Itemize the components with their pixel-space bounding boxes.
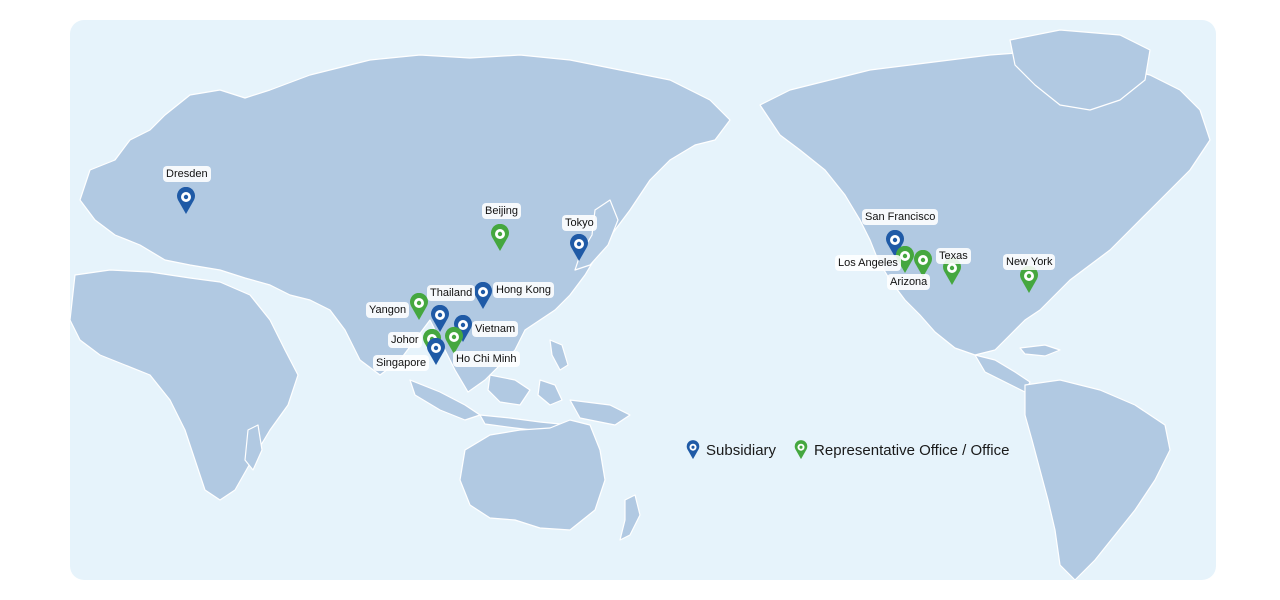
singapore-marker[interactable]: [426, 338, 446, 366]
singapore-label: Singapore: [373, 355, 430, 371]
world-map: Dresden Beijing Tokyo Hong Kong Thailand…: [70, 20, 1216, 580]
australia-landmass: [459, 419, 606, 531]
tokyo-marker[interactable]: [569, 234, 589, 262]
yangon-marker[interactable]: [409, 293, 429, 321]
san-francisco-label: San Francisco: [862, 209, 939, 225]
south-america-landmass: [1024, 379, 1171, 580]
dresden-label: Dresden: [163, 166, 211, 182]
arizona-label: Arizona: [887, 274, 931, 290]
vietnam-label: Vietnam: [472, 321, 519, 337]
new-york-marker[interactable]: [1019, 266, 1039, 294]
map-legend: Subsidiary Representative Office / Offic…: [686, 440, 1027, 460]
legend-office-label: Representative Office / Office: [814, 441, 1010, 459]
central-america-landmass: [974, 354, 1031, 393]
office-pin-icon: [794, 440, 808, 460]
legend-subsidiary-label: Subsidiary: [706, 441, 777, 459]
los-angeles-label: Los Angeles: [835, 255, 901, 271]
tokyo-label: Tokyo: [562, 215, 597, 231]
sea-islands: [409, 379, 481, 421]
hong-kong-label: Hong Kong: [493, 282, 555, 298]
eurasia-landmass: [79, 54, 731, 393]
vietnam-marker[interactable]: [453, 315, 473, 343]
ho-chi-minh-label: Ho Chi Minh: [453, 351, 520, 367]
world-map-land: [70, 29, 1211, 580]
arizona-marker[interactable]: [913, 250, 933, 278]
dresden-marker[interactable]: [176, 187, 196, 215]
yangon-label: Yangon: [366, 302, 410, 318]
texas-label: Texas: [936, 248, 971, 264]
greenland-landmass: [1009, 29, 1151, 111]
beijing-label: Beijing: [482, 203, 522, 219]
texas-marker[interactable]: [942, 258, 962, 286]
johor-label: Johor: [388, 332, 422, 348]
japan-landmass: [574, 199, 619, 271]
san-francisco-marker[interactable]: [885, 230, 905, 258]
hong-kong-marker[interactable]: [473, 282, 493, 310]
thailand-marker[interactable]: [430, 305, 450, 333]
beijing-marker[interactable]: [490, 224, 510, 252]
madagascar-landmass: [244, 424, 263, 471]
los-angeles-marker[interactable]: [895, 246, 915, 274]
thailand-label: Thailand: [427, 285, 476, 301]
new-york-label: New York: [1003, 254, 1056, 270]
africa-landmass: [70, 269, 299, 501]
ho-chi-minh-marker[interactable]: [444, 327, 464, 355]
north-america-landmass: [759, 51, 1211, 356]
legend-office: Representative Office / Office: [794, 440, 1009, 460]
legend-subsidiary: Subsidiary: [686, 440, 776, 460]
subsidiary-pin-icon: [686, 440, 700, 460]
